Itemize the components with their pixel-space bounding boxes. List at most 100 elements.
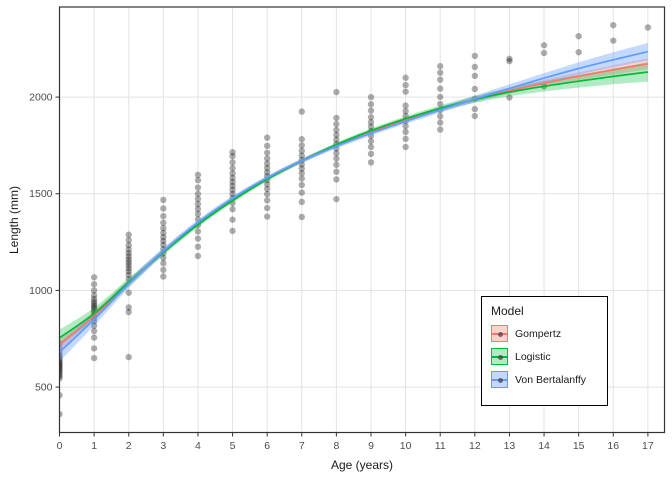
data-point xyxy=(90,318,98,325)
data-point xyxy=(90,287,98,294)
x-tick-label: 12 xyxy=(469,440,481,452)
data-point xyxy=(263,185,271,193)
data-point xyxy=(59,371,63,378)
data-point xyxy=(471,72,479,80)
data-point xyxy=(298,175,305,182)
data-point xyxy=(229,227,236,235)
data-point xyxy=(229,153,236,160)
data-point xyxy=(367,159,375,166)
data-point xyxy=(229,159,236,166)
legend-item-logistic: Logistic xyxy=(491,348,607,365)
data-point xyxy=(298,142,305,149)
data-point xyxy=(160,224,167,232)
data-point xyxy=(402,102,409,109)
data-point xyxy=(194,184,202,191)
data-point xyxy=(229,216,236,223)
data-point xyxy=(402,135,409,143)
data-point xyxy=(263,169,271,176)
data-point xyxy=(90,292,98,299)
data-point xyxy=(229,190,236,197)
x-tick-label: 4 xyxy=(195,440,201,452)
data-point xyxy=(540,49,548,57)
data-point xyxy=(471,105,479,113)
data-point xyxy=(90,304,98,312)
data-point xyxy=(298,181,305,189)
data-point xyxy=(333,149,340,157)
data-point xyxy=(333,126,340,134)
x-tick-label: 11 xyxy=(435,440,446,452)
data-point xyxy=(437,126,444,133)
data-point xyxy=(402,74,409,81)
data-point xyxy=(298,170,305,177)
data-point xyxy=(263,204,271,212)
data-point xyxy=(367,143,375,151)
data-point xyxy=(59,373,63,380)
data-point xyxy=(506,94,513,101)
legend-key-dot xyxy=(498,354,503,360)
data-point xyxy=(90,281,98,288)
data-point xyxy=(194,243,202,250)
data-point xyxy=(194,205,202,213)
x-tick-label: 14 xyxy=(538,440,550,452)
x-tick-label: 3 xyxy=(160,440,166,452)
data-point xyxy=(402,128,409,136)
fit-line-von-bertalanffy xyxy=(59,50,649,353)
data-point xyxy=(437,76,444,83)
data-point xyxy=(333,168,340,175)
data-point xyxy=(263,160,271,167)
data-point xyxy=(298,189,305,196)
data-point xyxy=(298,213,305,221)
data-point xyxy=(160,260,167,267)
data-point xyxy=(90,322,98,329)
data-point xyxy=(90,345,98,352)
data-point xyxy=(575,32,582,40)
data-point xyxy=(402,88,409,95)
data-point xyxy=(333,155,340,162)
x-tick-label: 7 xyxy=(299,440,305,452)
y-tick-label: 2000 xyxy=(29,92,53,104)
data-point xyxy=(437,113,444,120)
data-point xyxy=(160,266,167,274)
data-point xyxy=(644,24,652,31)
x-tick-label: 1 xyxy=(91,440,97,452)
data-point xyxy=(125,265,132,272)
data-layer xyxy=(59,21,652,418)
data-point xyxy=(125,256,132,263)
data-point xyxy=(229,182,236,190)
data-point xyxy=(125,262,132,269)
data-point xyxy=(471,52,479,60)
legend-label-gompertz: Gompertz xyxy=(515,327,562,340)
data-point xyxy=(125,253,132,260)
data-point xyxy=(263,197,271,204)
data-point xyxy=(263,155,271,162)
data-point xyxy=(263,190,271,198)
data-point xyxy=(125,231,132,238)
data-point xyxy=(160,237,167,245)
data-point xyxy=(263,164,271,172)
data-point xyxy=(333,195,340,203)
x-tick-label: 8 xyxy=(333,440,339,452)
data-point xyxy=(610,21,617,29)
data-point xyxy=(125,236,132,244)
data-point xyxy=(160,212,167,220)
data-point xyxy=(90,327,98,335)
data-point xyxy=(160,254,167,262)
data-point xyxy=(229,148,236,156)
data-point xyxy=(298,136,305,143)
data-point xyxy=(402,81,409,89)
data-point xyxy=(437,69,444,76)
data-point xyxy=(575,49,582,56)
data-point xyxy=(229,170,236,177)
data-point xyxy=(437,100,444,108)
data-point xyxy=(333,114,340,122)
data-point xyxy=(298,147,305,155)
data-point xyxy=(333,136,340,143)
y-axis-title: Length (mm) xyxy=(7,185,21,255)
data-point xyxy=(229,186,236,193)
data-point xyxy=(90,298,98,305)
x-tick-label: 0 xyxy=(57,440,63,452)
data-point xyxy=(59,367,63,374)
data-point xyxy=(194,171,202,179)
y-tick-label: 1500 xyxy=(29,188,53,200)
data-point xyxy=(59,364,63,371)
